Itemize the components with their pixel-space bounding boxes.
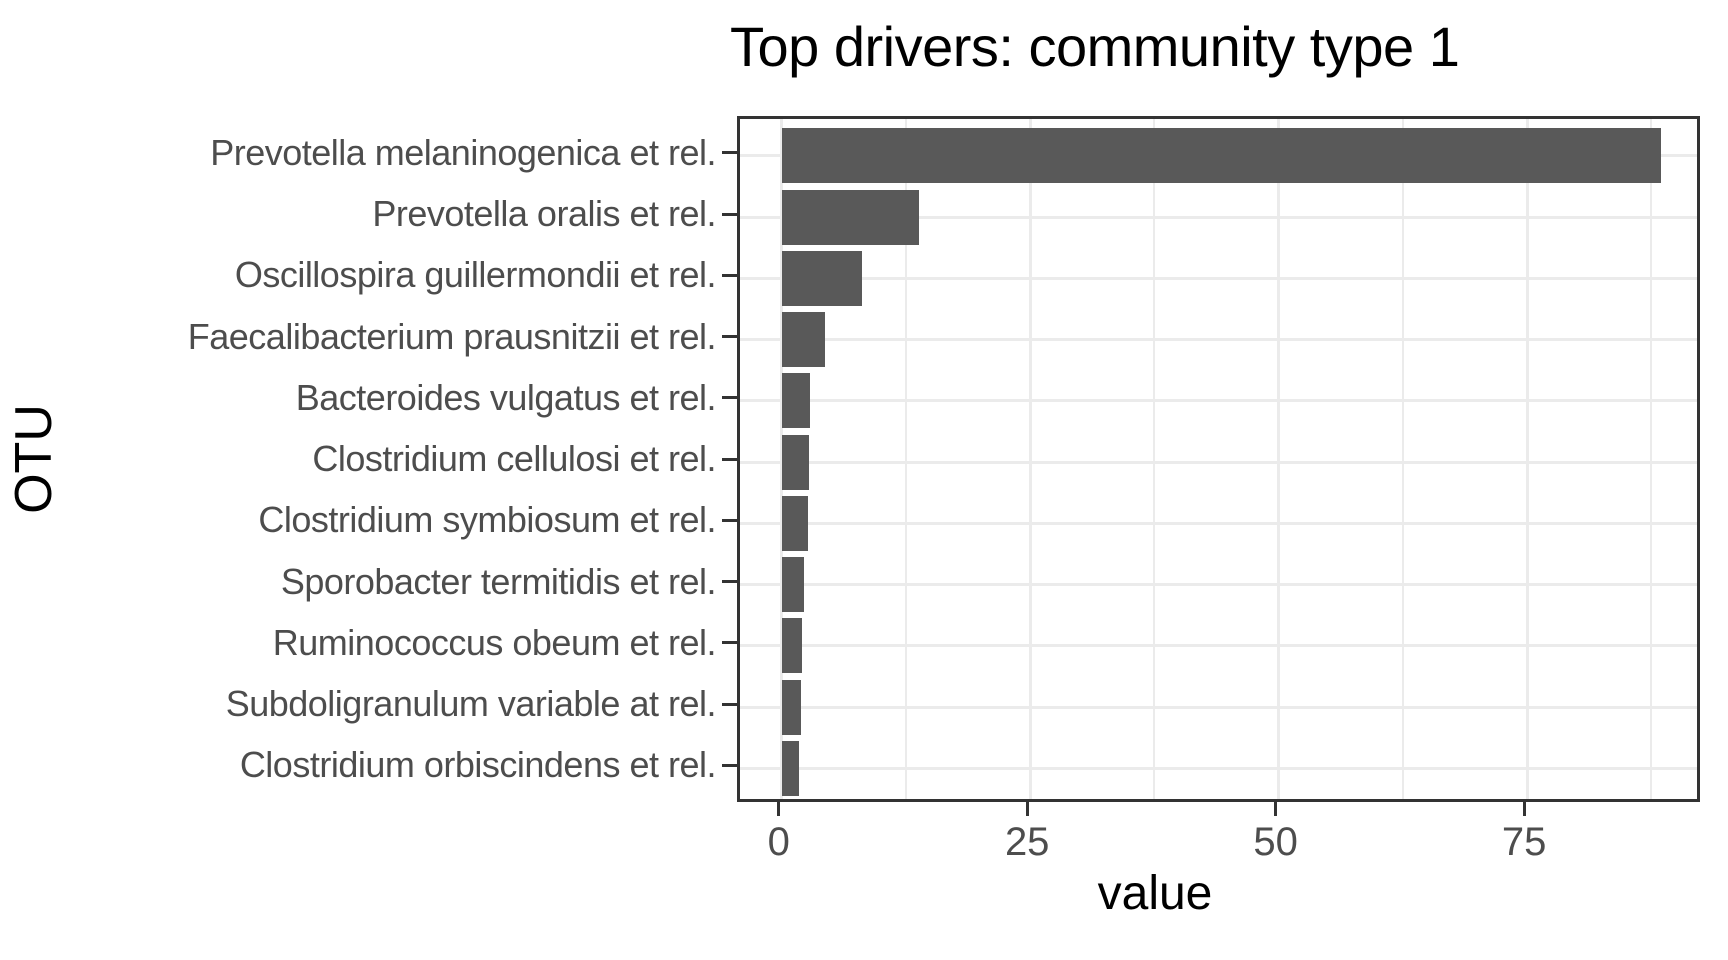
bar <box>781 312 826 367</box>
y-tick-mark <box>722 457 737 461</box>
x-tick-label: 75 <box>1501 820 1547 864</box>
y-tick-mark <box>722 641 737 645</box>
y-axis-label: Ruminococcus obeum et rel. <box>272 621 717 663</box>
bar <box>781 434 809 490</box>
bar <box>781 495 808 551</box>
gridline-horizontal-major <box>740 766 1697 770</box>
x-tick-label: 25 <box>1004 820 1050 864</box>
y-tick-mark <box>722 335 737 338</box>
bar <box>781 128 1662 184</box>
y-tick-mark <box>722 212 737 216</box>
y-axis-label: Oscillospira guillermondii et rel. <box>234 254 717 296</box>
y-axis-label: Clostridium cellulosi et rel. <box>312 438 716 479</box>
gridline-horizontal-major <box>740 276 1697 280</box>
bar <box>781 679 801 735</box>
gridline-horizontal-major <box>740 644 1697 648</box>
y-axis-label: Subdoligranulum variable at rel. <box>225 683 717 724</box>
plot-panel <box>737 116 1700 802</box>
y-tick-mark <box>722 702 737 706</box>
y-axis-label: Prevotella melaninogenica et rel. <box>210 131 716 173</box>
chart-title: Top drivers: community type 1 <box>730 15 1460 78</box>
gridline-vertical-major <box>1525 119 1529 799</box>
x-tick-mark <box>777 802 781 816</box>
x-tick-mark <box>1274 802 1278 816</box>
y-axis-label: Bacteroides vulgatus et rel. <box>295 376 717 418</box>
gridline-vertical-minor <box>1650 119 1653 799</box>
bar <box>781 250 863 306</box>
y-axis-label: Faecalibacterium prausnitzii et rel. <box>187 315 717 357</box>
x-tick-label: 0 <box>767 820 790 864</box>
gridline-vertical-minor <box>1153 119 1156 799</box>
gridline-vertical-minor <box>1401 119 1404 799</box>
x-tick-mark <box>1025 802 1029 816</box>
y-axis-label: Prevotella oralis et rel. <box>372 193 716 234</box>
bar <box>781 557 804 612</box>
x-tick-mark <box>1522 802 1526 816</box>
y-tick-mark <box>722 763 737 767</box>
bar <box>781 618 802 674</box>
bar <box>781 373 810 429</box>
gridline-horizontal-major <box>740 460 1697 464</box>
x-axis-title: value <box>1097 867 1213 920</box>
gridline-vertical-major <box>1277 119 1281 799</box>
bar <box>781 740 799 796</box>
y-tick-mark <box>722 518 737 522</box>
y-axis-label: Sporobacter termitidis et rel. <box>280 560 717 602</box>
x-tick-label: 50 <box>1253 820 1298 864</box>
gridline-horizontal-major <box>740 338 1697 341</box>
gridline-horizontal-major <box>740 583 1697 586</box>
gridline-vertical-minor <box>904 119 907 799</box>
y-axis-label: Clostridium symbiosum et rel. <box>258 499 716 541</box>
y-tick-mark <box>722 273 737 277</box>
y-tick-mark <box>722 396 737 400</box>
gridline-horizontal-major <box>740 705 1697 709</box>
y-axis-label: Clostridium orbiscindens et rel. <box>239 744 717 786</box>
y-tick-mark <box>722 151 737 155</box>
gridline-vertical-major <box>1028 119 1032 799</box>
gridline-horizontal-major <box>740 215 1697 219</box>
y-tick-mark <box>722 580 737 583</box>
gridline-horizontal-major <box>740 399 1697 403</box>
bar <box>781 189 919 245</box>
gridline-horizontal-major <box>740 521 1697 525</box>
